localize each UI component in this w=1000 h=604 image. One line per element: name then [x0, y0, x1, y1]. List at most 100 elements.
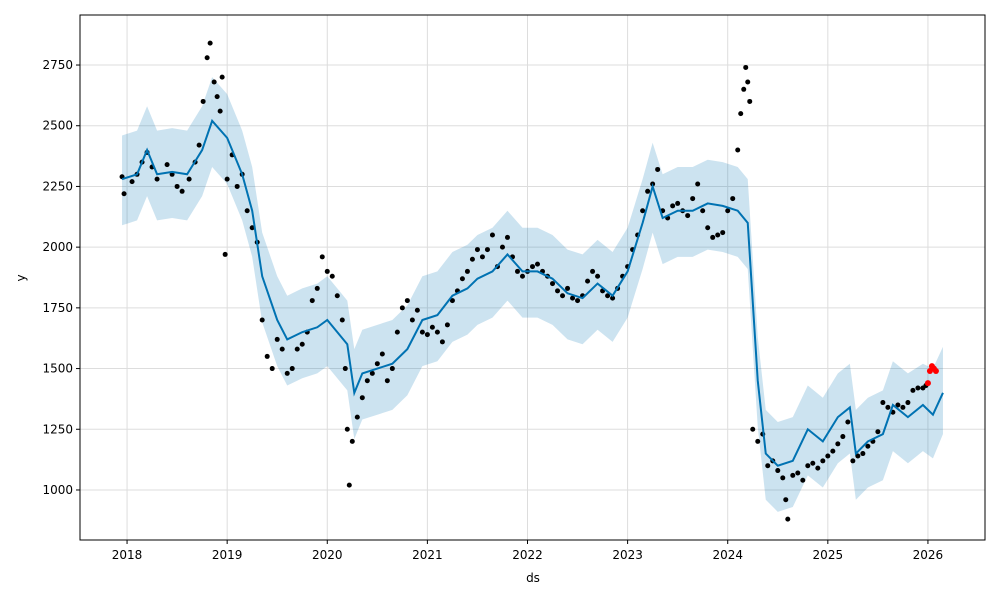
observed-point: [224, 176, 230, 182]
observed-point: [810, 460, 816, 466]
observed-point: [715, 232, 721, 238]
observed-point: [399, 305, 405, 311]
observed-point: [211, 79, 217, 85]
observed-point: [900, 404, 906, 410]
x-tick-label: 2022: [512, 548, 543, 562]
observed-point: [339, 317, 345, 323]
observed-point: [154, 176, 160, 182]
observed-point: [274, 336, 280, 342]
observed-point: [214, 94, 220, 100]
x-tick-label: 2024: [712, 548, 743, 562]
observed-point: [479, 254, 485, 260]
observed-point: [289, 366, 295, 372]
observed-point: [484, 247, 490, 253]
observed-point: [595, 273, 601, 279]
observed-point: [459, 276, 465, 282]
observed-point: [730, 196, 736, 202]
observed-point: [279, 346, 285, 352]
plot-frame: [79, 14, 986, 541]
observed-point: [196, 142, 202, 148]
observed-point: [374, 361, 380, 367]
observed-point: [605, 293, 611, 299]
observed-point: [284, 370, 290, 376]
observed-point: [805, 463, 811, 469]
observed-point: [705, 225, 711, 231]
observed-point: [299, 341, 305, 347]
observed-point: [695, 181, 701, 187]
observed-point: [294, 346, 300, 352]
observed-point: [344, 426, 350, 432]
observed-point: [895, 402, 901, 408]
observed-point: [720, 230, 726, 236]
observed-point: [790, 472, 796, 478]
y-tick-label: 2000: [42, 240, 73, 254]
observed-point: [845, 419, 851, 425]
observed-point: [309, 298, 315, 304]
observed-point: [249, 225, 255, 231]
observed-point: [449, 298, 455, 304]
observed-point: [775, 468, 781, 474]
uncertainty-band: [122, 77, 943, 512]
observed-point: [690, 196, 696, 202]
observed-point: [259, 317, 265, 323]
observed-point: [469, 256, 475, 262]
observed-point: [394, 329, 400, 335]
y-tick-label: 2750: [42, 58, 73, 72]
observed-point: [234, 183, 240, 189]
observed-point: [910, 387, 916, 393]
y-axis-label: y: [14, 274, 28, 281]
observed-point: [269, 366, 275, 372]
observed-point: [349, 438, 355, 444]
observed-point: [217, 108, 223, 114]
observed-point: [264, 353, 270, 359]
observed-point: [835, 441, 841, 447]
recent-point: [924, 380, 931, 387]
x-tick-label: 2020: [312, 548, 343, 562]
observed-point: [915, 385, 921, 391]
x-tick-label: 2018: [112, 548, 143, 562]
observed-point: [504, 234, 510, 240]
observed-point: [404, 298, 410, 304]
observed-point: [610, 295, 616, 301]
y-tick-label: 1750: [42, 301, 73, 315]
observed-point: [530, 264, 535, 270]
observed-point: [795, 470, 801, 476]
observed-point: [364, 378, 370, 384]
observed-point: [244, 208, 250, 214]
x-axis-label: ds: [526, 571, 540, 585]
observed-point: [800, 477, 806, 483]
observed-point: [750, 426, 756, 432]
observed-point: [207, 40, 213, 46]
observed-point: [840, 434, 846, 440]
observed-point: [875, 429, 881, 435]
observed-point: [815, 465, 821, 471]
observed-point: [121, 191, 127, 197]
observed-point: [855, 453, 861, 459]
observed-point: [785, 516, 791, 522]
observed-point: [743, 64, 749, 70]
observed-point: [219, 74, 225, 80]
observed-point: [738, 111, 744, 117]
observed-point: [825, 453, 831, 459]
observed-point: [499, 244, 505, 250]
observed-point: [880, 400, 886, 406]
observed-point: [389, 366, 395, 372]
observed-point: [830, 448, 836, 454]
observed-point: [885, 404, 891, 410]
forecast-line: [121, 118, 944, 467]
observed-point: [369, 370, 375, 376]
observed-point: [464, 268, 470, 274]
observed-point: [384, 378, 390, 384]
observed-point: [334, 293, 340, 299]
observed-point: [200, 98, 206, 104]
observed-point: [424, 332, 430, 338]
observed-point: [342, 366, 348, 372]
observed-point: [700, 208, 706, 214]
observed-point: [850, 458, 856, 464]
observed-point: [865, 443, 871, 449]
observed-point: [747, 98, 753, 104]
observed-point: [560, 293, 566, 299]
observed-point: [555, 288, 561, 294]
